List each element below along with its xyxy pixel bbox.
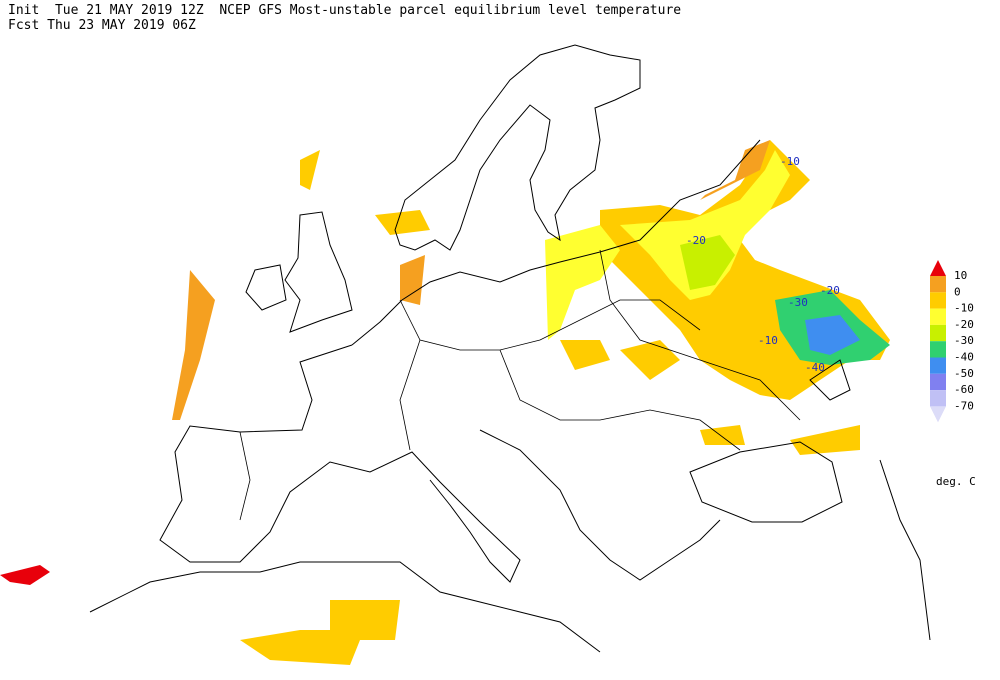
field-area — [172, 270, 215, 420]
contour-label: -40 — [805, 361, 825, 374]
coastline — [879, 459, 931, 641]
legend-label: 0 — [954, 285, 961, 298]
border — [399, 299, 701, 351]
header-line-2: Fcst Thu 23 MAY 2019 06Z — [8, 18, 196, 33]
legend-arrow — [930, 406, 946, 423]
legend-swatch — [930, 341, 946, 358]
legend-swatch — [930, 292, 946, 309]
field-area — [700, 425, 745, 445]
coastline — [809, 359, 851, 401]
legend: 10 0 -10 -20 -30 -40 -50 -60 -70 — [930, 260, 974, 423]
coastline — [394, 44, 641, 251]
legend-label: -20 — [954, 318, 974, 331]
field-area — [790, 425, 860, 455]
legend-label: -10 — [954, 302, 974, 315]
coastline — [284, 211, 353, 333]
coastline — [159, 344, 521, 583]
field-area — [300, 150, 320, 190]
field — [0, 140, 890, 665]
contour-label: -20 — [820, 284, 840, 297]
contour-label: -10 — [780, 155, 800, 168]
coastline — [351, 139, 761, 346]
legend-swatch — [930, 357, 946, 374]
legend-swatch — [930, 373, 946, 391]
coastline — [89, 561, 601, 653]
coastline — [689, 441, 843, 523]
legend-label: -60 — [954, 383, 974, 396]
contour-label: -10 — [758, 334, 778, 347]
field-area — [560, 340, 610, 370]
field-area — [400, 255, 425, 305]
legend-label: 10 — [954, 269, 967, 282]
field-area — [805, 315, 860, 355]
border — [599, 249, 801, 421]
legend-swatch — [930, 324, 946, 342]
contour-label: -20 — [686, 234, 706, 247]
field-area — [0, 565, 50, 585]
field-area — [240, 600, 400, 665]
legend-label: -40 — [954, 351, 974, 364]
legend-swatch — [930, 390, 946, 407]
field-area — [700, 140, 770, 200]
legend-swatch — [930, 276, 946, 293]
coastline — [245, 264, 287, 311]
legend-swatch — [930, 308, 946, 325]
border — [399, 339, 421, 451]
field-area — [620, 150, 790, 300]
legend-label: -30 — [954, 334, 974, 347]
border — [239, 431, 251, 521]
coastline — [479, 429, 721, 581]
field-area — [620, 340, 680, 380]
header-line-1: Init Tue 21 MAY 2019 12Z NCEP GFS Most-u… — [8, 3, 681, 18]
coastlines — [89, 44, 931, 653]
contour-label: -30 — [788, 296, 808, 309]
field-area — [545, 225, 620, 340]
field-area — [375, 210, 430, 235]
legend-label: -50 — [954, 367, 974, 380]
legend-label: -70 — [954, 399, 974, 412]
legend-arrow — [930, 260, 946, 276]
legend-unit: deg. C — [936, 475, 976, 488]
border — [499, 349, 741, 451]
field-area — [680, 235, 735, 290]
borders — [239, 249, 801, 521]
